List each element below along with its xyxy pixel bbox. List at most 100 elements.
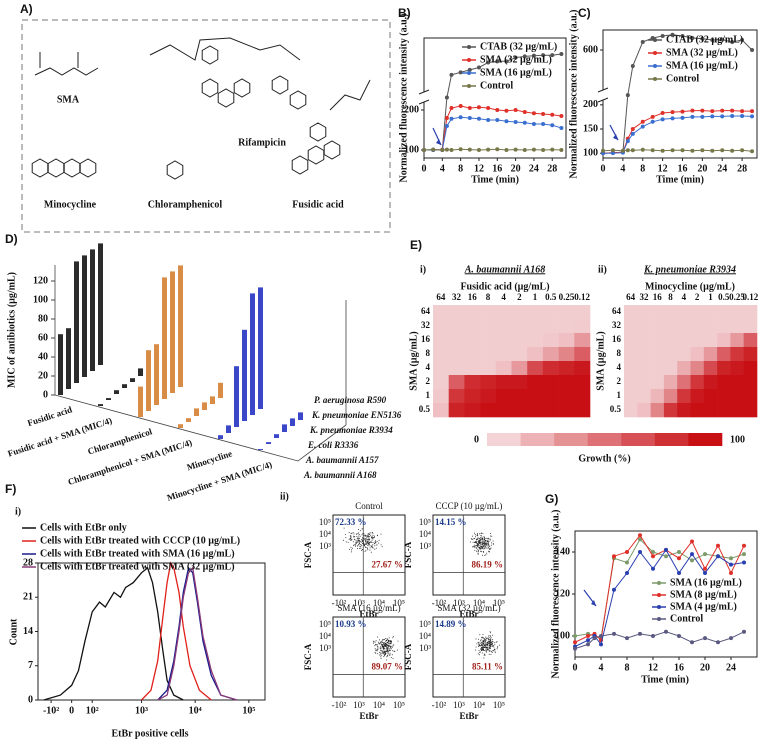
event-dot	[487, 642, 489, 643]
x-tick-label: -10²	[432, 598, 447, 608]
axis-break	[420, 92, 428, 102]
colorbar-tick: 100	[730, 434, 745, 445]
y-tick-label: 10⁴	[419, 529, 431, 539]
point	[625, 93, 630, 98]
event-dot	[479, 541, 480, 543]
x-tick-label: 10³	[353, 700, 365, 710]
event-dot	[385, 651, 387, 653]
event-dot	[365, 542, 367, 544]
event-dot	[358, 535, 360, 537]
event-dot	[369, 542, 370, 544]
heatmap-cell	[448, 361, 465, 376]
event-dot	[359, 535, 361, 537]
heatmap-cell	[495, 389, 512, 404]
y-tick-label: 600	[583, 44, 598, 55]
heatmap-cell	[464, 305, 481, 320]
event-dot	[480, 642, 482, 643]
event-dot	[364, 534, 366, 536]
event-dot	[488, 646, 490, 648]
legend-label: SMA (32 µg/mL)	[480, 54, 552, 65]
event-dot	[494, 648, 496, 650]
heatmap-cell	[717, 403, 731, 418]
x-tick-label: 10⁴	[189, 705, 202, 716]
heatmap-cell	[690, 347, 705, 362]
heatmap-cell	[730, 403, 744, 418]
event-dot	[481, 647, 483, 649]
event-dot	[357, 541, 359, 543]
column-label: 4	[501, 292, 506, 302]
point	[559, 126, 564, 130]
event-dot	[382, 652, 384, 654]
event-dot	[388, 643, 390, 645]
event-dot	[488, 650, 490, 652]
sub-label: i)	[420, 264, 426, 275]
heatmap-cell	[624, 347, 638, 362]
event-dot	[377, 646, 379, 648]
event-dot	[383, 639, 385, 641]
event-dot	[389, 643, 391, 644]
heatmap-cell	[743, 375, 758, 390]
event-dot	[474, 541, 476, 543]
event-dot	[353, 535, 355, 537]
event-dot	[372, 534, 374, 536]
point	[444, 124, 449, 128]
heatmap-cell	[527, 333, 544, 348]
point	[660, 111, 665, 116]
point	[650, 148, 655, 153]
event-dot	[479, 533, 481, 535]
event-dot	[491, 644, 492, 646]
event-dot	[365, 536, 367, 538]
heatmap-cell	[703, 305, 718, 320]
event-dot	[490, 642, 492, 644]
heatmap-cell	[743, 361, 758, 376]
event-dot	[387, 650, 389, 652]
event-dot	[479, 547, 481, 549]
event-dot	[370, 534, 372, 536]
event-dot	[389, 654, 391, 656]
event-dot	[492, 543, 494, 545]
event-dot	[484, 545, 486, 547]
x-axis-label: EtBr positive cells	[111, 728, 188, 739]
point	[522, 148, 527, 152]
annotation-arrowhead	[613, 134, 618, 140]
event-dot	[387, 651, 389, 653]
event-dot	[480, 644, 482, 646]
point	[742, 560, 746, 565]
event-dot	[378, 643, 380, 645]
heatmap-cell	[464, 361, 481, 376]
legend-label: Cells with EtBr only	[40, 522, 127, 533]
colorbar-step	[587, 433, 622, 446]
event-dot	[352, 541, 354, 543]
panel-label: B)	[398, 6, 411, 20]
y-tick-label: 150	[583, 123, 598, 134]
point	[486, 118, 491, 122]
y-axis-label: FSC-A	[403, 541, 413, 568]
event-dot	[480, 542, 482, 544]
event-dot	[482, 634, 484, 636]
legend-marker	[657, 581, 661, 585]
event-dot	[387, 639, 389, 641]
bar	[58, 334, 63, 395]
event-dot	[350, 546, 352, 548]
legend-marker	[467, 84, 471, 88]
x-tick-label: 4	[599, 662, 604, 673]
point	[710, 38, 715, 42]
row-label: 16	[421, 334, 431, 344]
point	[703, 566, 707, 571]
event-dot	[361, 539, 363, 541]
point	[703, 552, 707, 557]
event-dot	[352, 532, 354, 533]
column-label: 16	[653, 292, 663, 302]
event-dot	[388, 637, 390, 639]
x-tick-label: 10⁴	[373, 700, 385, 710]
event-dot	[484, 541, 486, 543]
legend-label: Control	[480, 80, 513, 91]
point	[522, 110, 527, 114]
heatmap-cell	[637, 319, 651, 334]
heatmap-cell	[511, 375, 528, 390]
point	[625, 571, 629, 575]
x-axis-label: Minocycline (µg/mL)	[645, 281, 735, 292]
legend-label: SMA (16 µg/mL)	[666, 60, 738, 71]
y-axis-label: SMA (µg/mL)	[408, 331, 419, 390]
column-label: 8	[486, 292, 491, 302]
